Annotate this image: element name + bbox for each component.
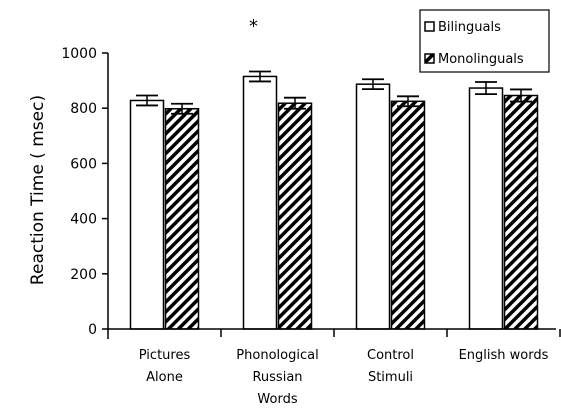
- legend-swatch-monolinguals: [424, 53, 435, 64]
- y-tick-label: 600: [70, 156, 97, 172]
- y-tick-label: 1000: [61, 46, 97, 62]
- significance-star: *: [249, 16, 258, 37]
- bar-bilinguals: [468, 87, 504, 330]
- legend-label-monolinguals: Monolinguals: [438, 52, 524, 67]
- y-tick-label: 400: [70, 212, 97, 228]
- category-label: Phonological Russian Words: [236, 348, 318, 407]
- y-tick-label: 200: [70, 267, 97, 283]
- bar-monolinguals: [277, 102, 313, 330]
- category-label: Pictures Alone: [139, 348, 191, 385]
- bar-bilinguals: [242, 75, 278, 330]
- bar-bilinguals: [129, 99, 165, 330]
- axes: [107, 53, 556, 339]
- y-axis-title: Reaction Time ( msec): [28, 95, 48, 285]
- legend: Bilinguals Monolinguals: [419, 9, 550, 73]
- bar-monolinguals: [503, 94, 539, 330]
- y-tick-label: 800: [70, 101, 97, 117]
- category-label: English words: [459, 348, 549, 363]
- legend-box: [419, 9, 550, 73]
- x-axis-category-labels: Pictures Alone Phonological Russian Words Con…: [139, 329, 561, 407]
- bar-bilinguals: [355, 83, 391, 330]
- legend-label-bilinguals: Bilinguals: [438, 20, 501, 35]
- bar-monolinguals: [390, 100, 426, 330]
- annotations: *: [249, 16, 258, 37]
- y-tick-label: 0: [88, 322, 97, 338]
- category-label: Control Stimuli: [367, 348, 414, 385]
- error-bars: [136, 70, 532, 115]
- y-axis-ticks: 0 200 400 600 800 1000: [61, 46, 108, 338]
- bar-monolinguals: [164, 108, 200, 330]
- legend-swatch-bilinguals: [424, 21, 435, 32]
